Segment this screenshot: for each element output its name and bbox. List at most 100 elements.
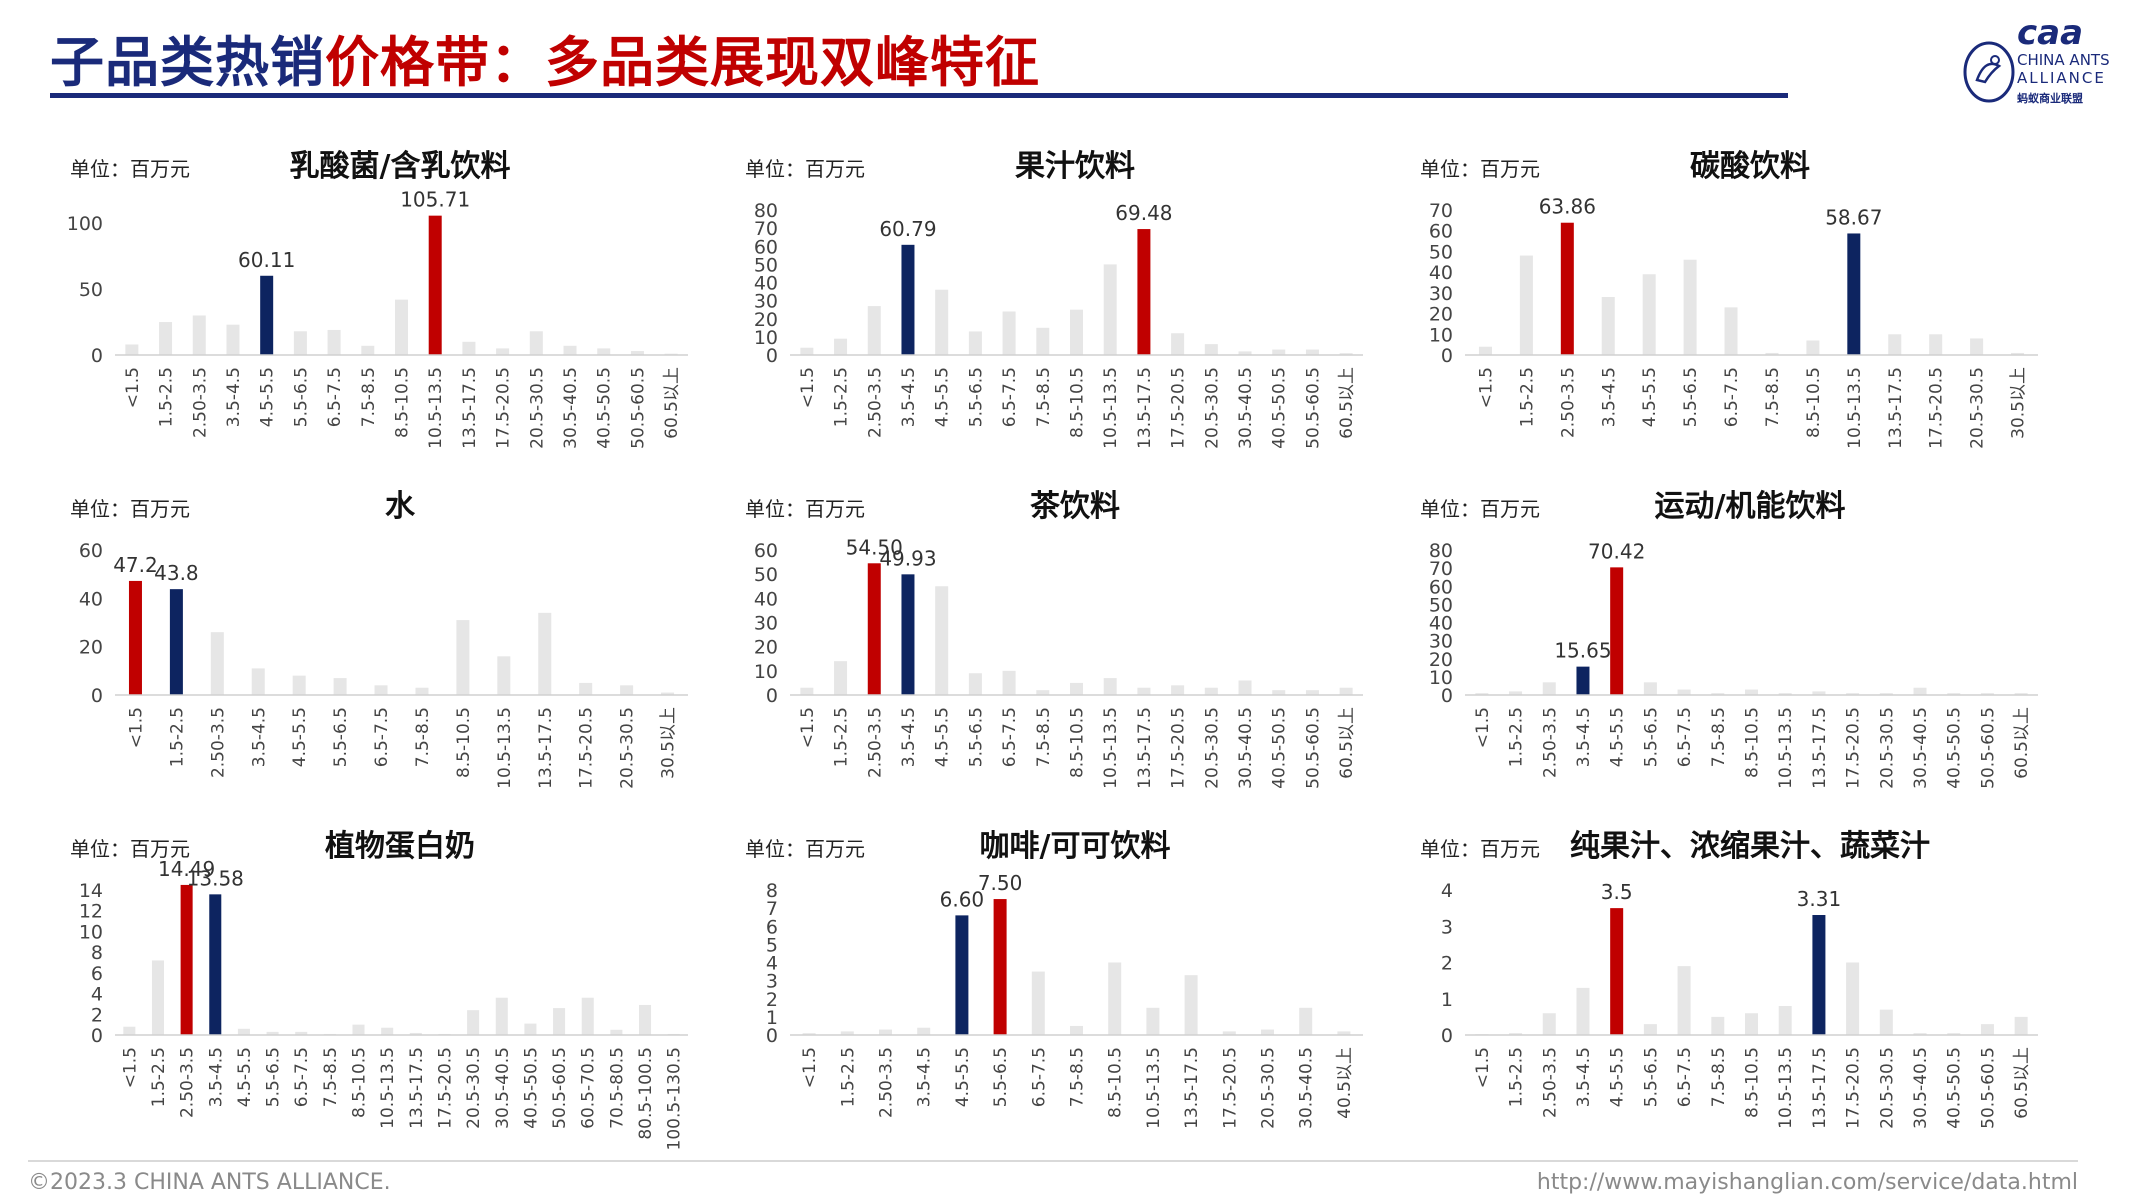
x-tick-label: 8.5-10.5 [1743,1047,1763,1118]
x-tick-label: 7.5-8.5 [1763,367,1783,427]
x-tick-label: 20.5-30.5 [618,707,638,789]
x-tick-label: 10.5-13.5 [426,367,446,449]
x-tick-label: 20.5-30.5 [1259,1047,1279,1129]
x-tick-label: 13.5-17.5 [1886,367,1906,449]
x-tick-label: 40.5-50.5 [1270,707,1290,789]
x-tick-label: 13.5-17.5 [1135,707,1155,789]
bar [1542,682,1556,695]
y-tick-label: 30 [754,613,778,635]
x-tick-label: 6.5-7.5 [1000,707,1020,767]
bar [1542,1013,1556,1035]
bar [192,315,206,355]
bar [1643,682,1657,695]
chart-title: 植物蛋白奶 [325,829,475,864]
y-tick-label: 0 [766,1025,778,1047]
x-tick-label: <1.5 [798,367,818,408]
x-tick-label: 13.5-17.5 [407,1047,427,1129]
bar [563,345,577,355]
bar [1560,222,1574,355]
bar [125,344,139,355]
x-tick-label: 30.5-40.5 [493,1047,513,1129]
chart-carbonated-drinks: 单位：百万元 碳酸饮料 0 10 20 30 40 50 60 70 <1.5 1.5-2.5 63.8… [1410,140,2050,470]
bar [123,1026,136,1035]
data-label: 47.2 [113,553,158,577]
bar [1070,1025,1083,1035]
unit-label: 单位：百万元 [745,837,865,861]
chart-title: 碳酸饮料 [1690,149,1810,184]
x-tick-label: 7.5-8.5 [321,1047,341,1107]
y-tick-label: 10 [754,327,778,349]
x-tick-label: 10.5-13.5 [378,1047,398,1129]
bar [1610,908,1624,1035]
x-tick-label: 6.5-7.5 [372,707,392,767]
bar [1171,333,1185,355]
y-tick-label: 2 [1441,953,1453,975]
chart-title: 纯果汁、浓缩果汁、蔬菜汁 [1570,829,1930,864]
x-tick-label: 13.5-17.5 [1182,1047,1202,1129]
data-label: 70.42 [1588,539,1645,563]
bar [1879,1009,1893,1035]
bar [1299,1007,1313,1035]
bar [1509,1033,1523,1035]
x-tick-label: 1.5-2.5 [832,367,852,427]
x-tick-label: 50.5-60.5 [1978,707,1998,789]
data-label: 105.71 [400,188,470,212]
unit-label: 单位：百万元 [745,157,865,181]
data-label: 13.58 [187,866,244,890]
chart-title: 运动/机能饮料 [1655,489,1846,524]
y-tick-label: 10 [754,661,778,683]
x-tick-label: 7.5-8.5 [1034,707,1054,767]
x-tick-label: 5.5-6.5 [331,707,351,767]
chart-pure-juice: 单位：百万元 纯果汁、浓缩果汁、蔬菜汁 0 1 2 3 4 <1.5 1.5-2.5 2.50-3… [1410,820,2050,1150]
bar [1765,352,1779,355]
bar [327,329,341,355]
x-tick-label: 1.5-2.5 [1507,707,1527,767]
y-tick-label: 10 [79,921,103,943]
x-tick-label: 20.5-30.5 [1202,707,1222,789]
x-tick-label: 8.5-10.5 [454,707,474,778]
x-tick-label: 6.5-7.5 [1000,367,1020,427]
y-tick-label: 40 [754,273,778,295]
y-tick-label: 0 [1441,345,1453,367]
x-tick-label: 7.5-8.5 [359,367,379,427]
bar [374,685,388,695]
x-tick-label: 60.5以上 [2012,707,2032,779]
y-tick-label: 7 [766,898,778,920]
bar [1929,334,1943,355]
x-tick-label: 5.5-6.5 [966,367,986,427]
x-tick-label: 30.5-40.5 [1236,707,1256,789]
x-tick-label: 30.5以上 [2009,367,2029,439]
x-tick-label: 10.5-13.5 [495,707,515,789]
x-tick-label: 17.5-20.5 [494,367,514,449]
data-label: 15.65 [1554,639,1611,663]
bar [800,687,814,695]
bar [395,299,408,355]
x-tick-label: 6.5-7.5 [1029,1047,1049,1107]
bar [209,894,222,1035]
bar [1137,687,1151,695]
x-tick-label: 1.5-2.5 [167,707,187,767]
y-tick-label: 60 [754,540,778,562]
bar [1238,680,1252,695]
y-tick-label: 60 [754,236,778,258]
x-tick-label: 5.5-6.5 [291,367,311,427]
bar [1610,567,1624,695]
bar [159,322,173,355]
chart-title: 水 [385,489,416,524]
bar [1601,297,1615,355]
bar [1576,987,1590,1035]
bar [1509,691,1523,695]
bar [1778,693,1792,695]
x-tick-label: 40.5-50.5 [1945,707,1965,789]
x-tick-label: 4.5-5.5 [258,367,278,427]
bar [226,324,240,355]
bar [1879,693,1893,695]
y-tick-label: 0 [91,1025,103,1047]
bar [1305,349,1319,355]
ant-emblem-icon [1963,41,2015,103]
x-tick-label: 4.5-5.5 [235,1047,255,1107]
x-tick-label: <1.5 [123,367,143,408]
x-tick-label: 17.5-20.5 [435,1047,455,1129]
x-tick-label: 10.5-13.5 [1845,367,1865,449]
y-tick-label: 30 [1429,283,1453,305]
